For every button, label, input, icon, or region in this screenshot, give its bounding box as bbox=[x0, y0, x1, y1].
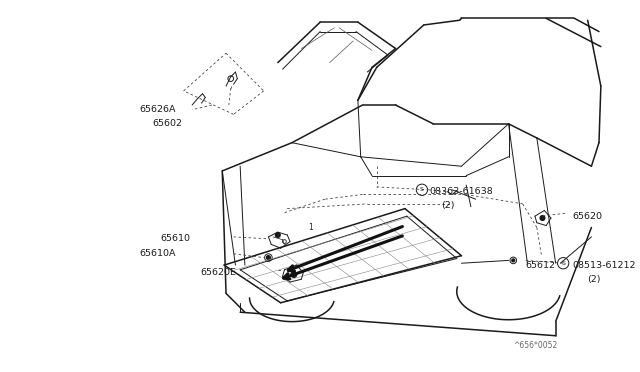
Text: 1: 1 bbox=[308, 223, 313, 232]
Text: ^656*0052: ^656*0052 bbox=[513, 341, 557, 350]
Text: 65610: 65610 bbox=[160, 234, 190, 243]
Text: 65626A: 65626A bbox=[140, 105, 176, 114]
Text: (2): (2) bbox=[441, 201, 454, 210]
Circle shape bbox=[512, 259, 515, 262]
Text: 08363-61638: 08363-61638 bbox=[429, 187, 493, 196]
Circle shape bbox=[540, 216, 545, 220]
Text: 65602: 65602 bbox=[152, 119, 182, 128]
Text: 65612: 65612 bbox=[525, 261, 556, 270]
Circle shape bbox=[275, 232, 280, 237]
Text: 08513-61212: 08513-61212 bbox=[573, 261, 636, 270]
Circle shape bbox=[266, 256, 270, 259]
Text: S: S bbox=[420, 187, 424, 192]
Text: 65620: 65620 bbox=[573, 212, 603, 221]
Text: 65620E: 65620E bbox=[200, 268, 236, 277]
Text: S: S bbox=[561, 261, 565, 266]
Text: 65610A: 65610A bbox=[140, 249, 176, 258]
Circle shape bbox=[291, 272, 297, 278]
Text: (2): (2) bbox=[587, 275, 600, 284]
